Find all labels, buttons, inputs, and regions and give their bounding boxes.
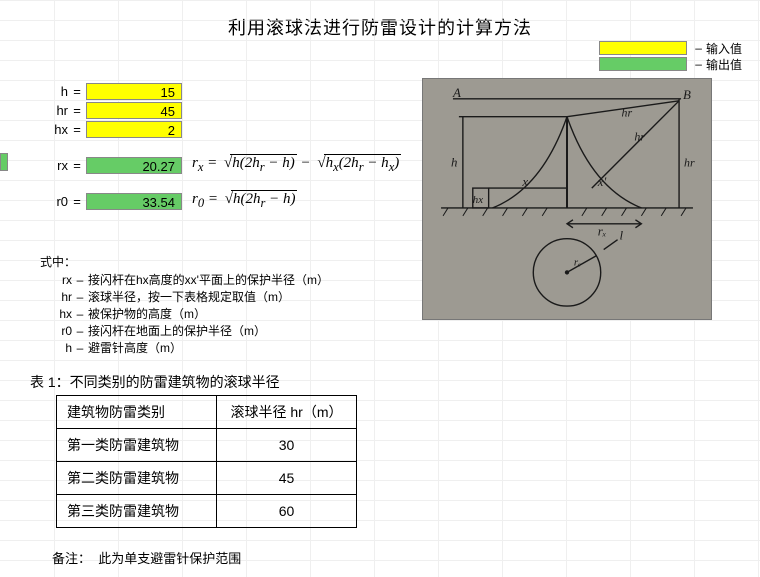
input-hr[interactable]: 45 — [86, 102, 182, 119]
eq-sign: = — [68, 158, 86, 173]
formula-r0: r0 = h(2hr − h) — [192, 191, 297, 211]
legend-swatch-input — [599, 41, 687, 55]
legend-swatch-output — [599, 57, 687, 71]
svg-text:h: h — [451, 155, 457, 169]
eq-sign: = — [68, 84, 86, 99]
eq-sign: = — [68, 103, 86, 118]
input-h[interactable]: 15 — [86, 83, 182, 100]
svg-text:x': x' — [597, 175, 607, 189]
formula-rx: rx = h(2hr − h) − hx(2hr − hx) — [192, 155, 401, 175]
legend: – 输入值 – 输出值 — [599, 40, 742, 72]
defs-header: 式中： — [40, 254, 400, 271]
svg-text:hr: hr — [622, 106, 633, 120]
svg-text:A: A — [452, 86, 461, 100]
var-label-hx: hx — [40, 122, 68, 137]
table-title: 表 1：不同类别的防雷建筑物的滚球半径 — [30, 372, 280, 392]
eq-sign: = — [68, 194, 86, 209]
legend-dash: – — [695, 41, 702, 55]
category-table: 建筑物防雷类别 滚球半径 hr（m） 第一类防雷建筑物 30 第二类防雷建筑物 … — [56, 395, 357, 528]
col-header-hr: 滚球半径 hr（m） — [217, 396, 357, 429]
svg-text:B: B — [683, 88, 691, 102]
svg-text:x: x — [521, 175, 528, 189]
var-label-hr: hr — [40, 103, 68, 118]
table-row: 第三类防雷建筑物 60 — [57, 495, 357, 528]
eq-sign: = — [68, 122, 86, 137]
var-label-h: h — [40, 84, 68, 99]
svg-text:rₓ: rₓ — [598, 225, 607, 239]
col-header-category: 建筑物防雷类别 — [57, 396, 217, 429]
svg-text:l: l — [620, 229, 624, 243]
var-label-rx: rx — [40, 158, 68, 173]
variable-block: h = 15 hr = 45 hx = 2 rx = 20.27 rx = h(… — [40, 82, 401, 211]
geometry-diagram: A B h hx x x' hr hr hr rₓ rₑ l — [422, 78, 712, 320]
legend-output-label: 输出值 — [706, 56, 742, 73]
legend-input-label: 输入值 — [706, 40, 742, 57]
var-label-r0: r0 — [40, 194, 68, 209]
svg-text:hr: hr — [634, 129, 645, 143]
table-row: 第二类防雷建筑物 45 — [57, 462, 357, 495]
table-row: 第一类防雷建筑物 30 — [57, 429, 357, 462]
symbol-definitions: 式中： rx–接闪杆在hx高度的xx'平面上的保护半径（m） hr–滚球半径，按… — [40, 254, 400, 357]
output-rx: 20.27 — [86, 157, 182, 174]
row-highlight-stub — [0, 153, 8, 171]
svg-text:rₑ: rₑ — [574, 256, 581, 268]
legend-dash: – — [695, 57, 702, 71]
svg-text:hr: hr — [684, 155, 695, 169]
input-hx[interactable]: 2 — [86, 121, 182, 138]
output-r0: 33.54 — [86, 193, 182, 210]
page-title: 利用滚球法进行防雷设计的计算方法 — [0, 0, 760, 40]
svg-text:hx: hx — [473, 194, 483, 206]
remark: 备注： 此为单支避雷针保护范围 — [52, 548, 241, 567]
